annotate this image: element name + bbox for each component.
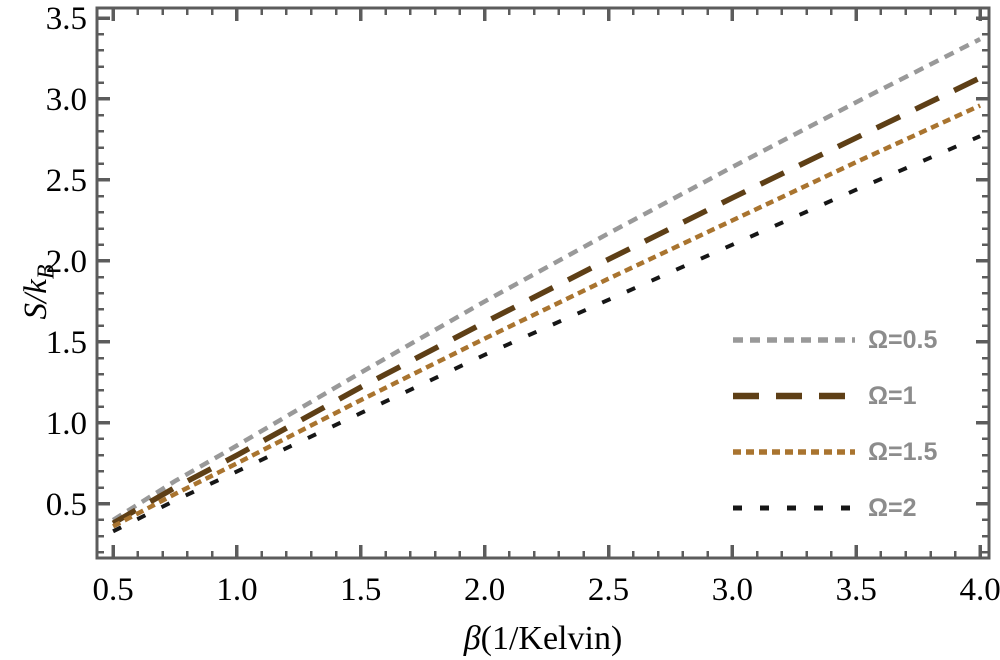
x-tick-label: 4.0 [959,572,1000,608]
y-tick-label: 3.0 [46,82,87,118]
y-axis-title-main: S/k [18,279,54,320]
x-axis-title: β(1/Kelvin) [393,620,693,658]
legend-item: Ω=2 [733,490,937,526]
y-tick-label: 1.0 [46,406,87,442]
x-tick-label: 2.5 [588,572,629,608]
curves [111,37,982,534]
y-axis-title-sub: B [33,264,60,280]
legend-item: Ω=1 [733,378,937,414]
y-tick-label: 1.5 [46,325,87,361]
curve-omega-2 [112,134,981,534]
legend-item: Ω=1.5 [733,434,937,470]
legend-item: Ω=0.5 [733,322,937,358]
legend-swatch-omega-2 [733,505,855,511]
tick-labels: 0.5 1.0 1.5 2.0 2.5 3.0 3.5 4.0 0.5 1.0 1.5 2.0 2.5 3… [46,1,1000,608]
x-tick-label: 1.0 [216,572,257,608]
y-tick-label: 0.5 [46,487,87,523]
legend-label: Ω=2 [868,493,917,522]
legend-label: Ω=1.5 [868,437,938,466]
x-tick-label: 0.5 [92,572,133,608]
curve-omega-1 [111,75,982,526]
y-tick-label: 2.5 [46,163,87,199]
plot-frame [95,6,991,560]
legend-swatch-omega-1-5 [733,449,855,455]
y-axis-title: S/kB [16,227,60,357]
x-tick-label: 3.0 [712,572,753,608]
legend: Ω=0.5 Ω=1 Ω=1.5 Ω=2 [733,322,937,526]
legend-swatch-omega-1 [733,392,855,400]
x-tick-label: 2.0 [464,572,505,608]
y-tick-label: 3.5 [46,1,87,37]
y-tick-label: 2.0 [46,244,87,280]
legend-swatch-omega-0-5 [733,337,855,343]
x-tick-label: 1.5 [340,572,381,608]
x-axis-title-symbol: β [463,620,481,657]
x-axis-title-rest: (1/Kelvin) [480,620,623,657]
curve-omega-0-5 [111,37,982,522]
x-tick-label: 3.5 [836,572,877,608]
legend-label: Ω=1 [868,381,917,410]
curve-omega-1-5 [112,103,982,529]
legend-label: Ω=0.5 [868,325,938,354]
